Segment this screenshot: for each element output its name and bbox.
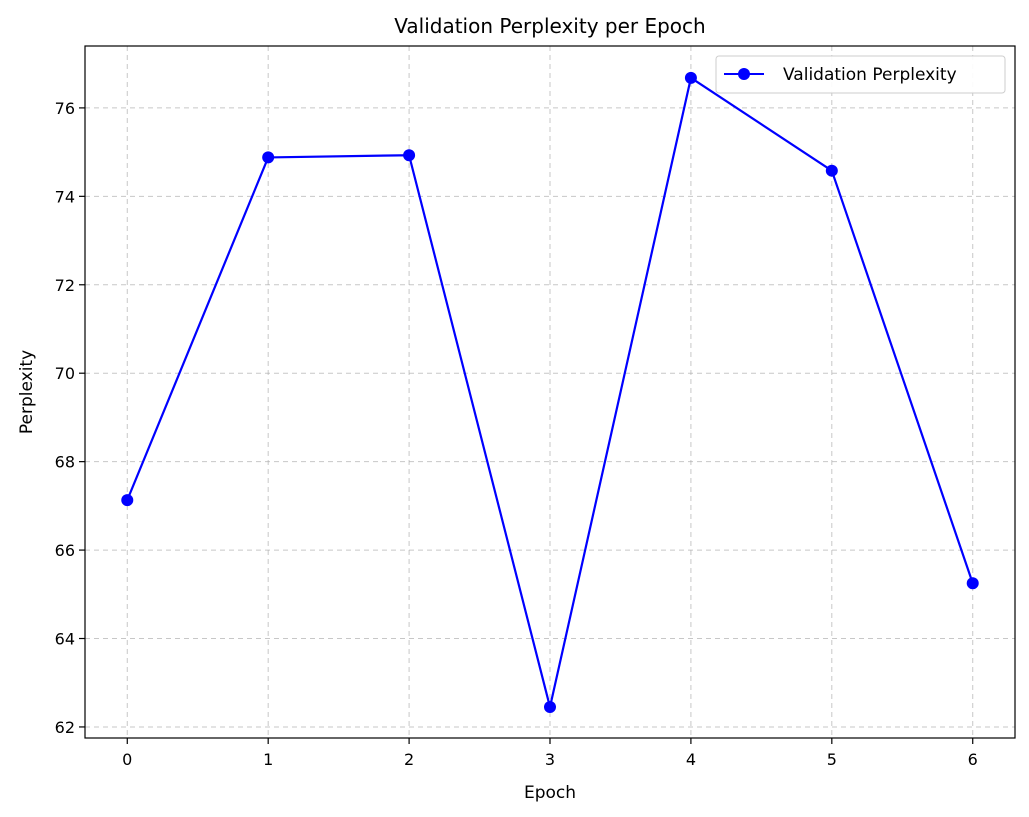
data-point: [403, 149, 416, 162]
data-point: [966, 577, 979, 590]
x-tick-label: 4: [686, 750, 696, 769]
legend-label: Validation Perplexity: [783, 65, 957, 85]
x-axis: 0 1 2 3 4 5 6: [122, 738, 978, 769]
x-axis-label: Epoch: [524, 783, 576, 803]
data-point: [684, 71, 697, 84]
grid-lines: [85, 46, 1015, 738]
y-tick-label: 68: [55, 453, 75, 472]
chart-title: Validation Perplexity per Epoch: [394, 14, 705, 38]
y-tick-label: 64: [55, 630, 75, 649]
x-tick-label: 3: [545, 750, 555, 769]
x-tick-label: 5: [827, 750, 837, 769]
data-point: [544, 701, 556, 714]
data-point: [825, 164, 838, 177]
y-tick-label: 72: [55, 276, 75, 295]
x-tick-label: 1: [263, 750, 273, 769]
y-tick-label: 66: [55, 541, 75, 560]
y-axis: 62 64 66 68 70 72 74 76: [55, 99, 85, 737]
x-tick-label: 2: [404, 750, 414, 769]
legend-marker-swatch: [738, 68, 750, 80]
y-tick-label: 76: [55, 99, 75, 118]
y-axis-label: Perplexity: [17, 350, 37, 434]
series-layer: [121, 71, 979, 714]
data-point: [121, 494, 134, 507]
legend: Validation Perplexity: [715, 55, 1006, 94]
y-tick-label: 70: [55, 364, 75, 383]
data-point: [262, 151, 275, 164]
legend-box: [715, 55, 1006, 94]
y-tick-label: 62: [55, 718, 75, 737]
x-tick-label: 0: [122, 750, 132, 769]
y-tick-label: 74: [55, 187, 75, 206]
x-tick-label: 6: [968, 750, 978, 769]
